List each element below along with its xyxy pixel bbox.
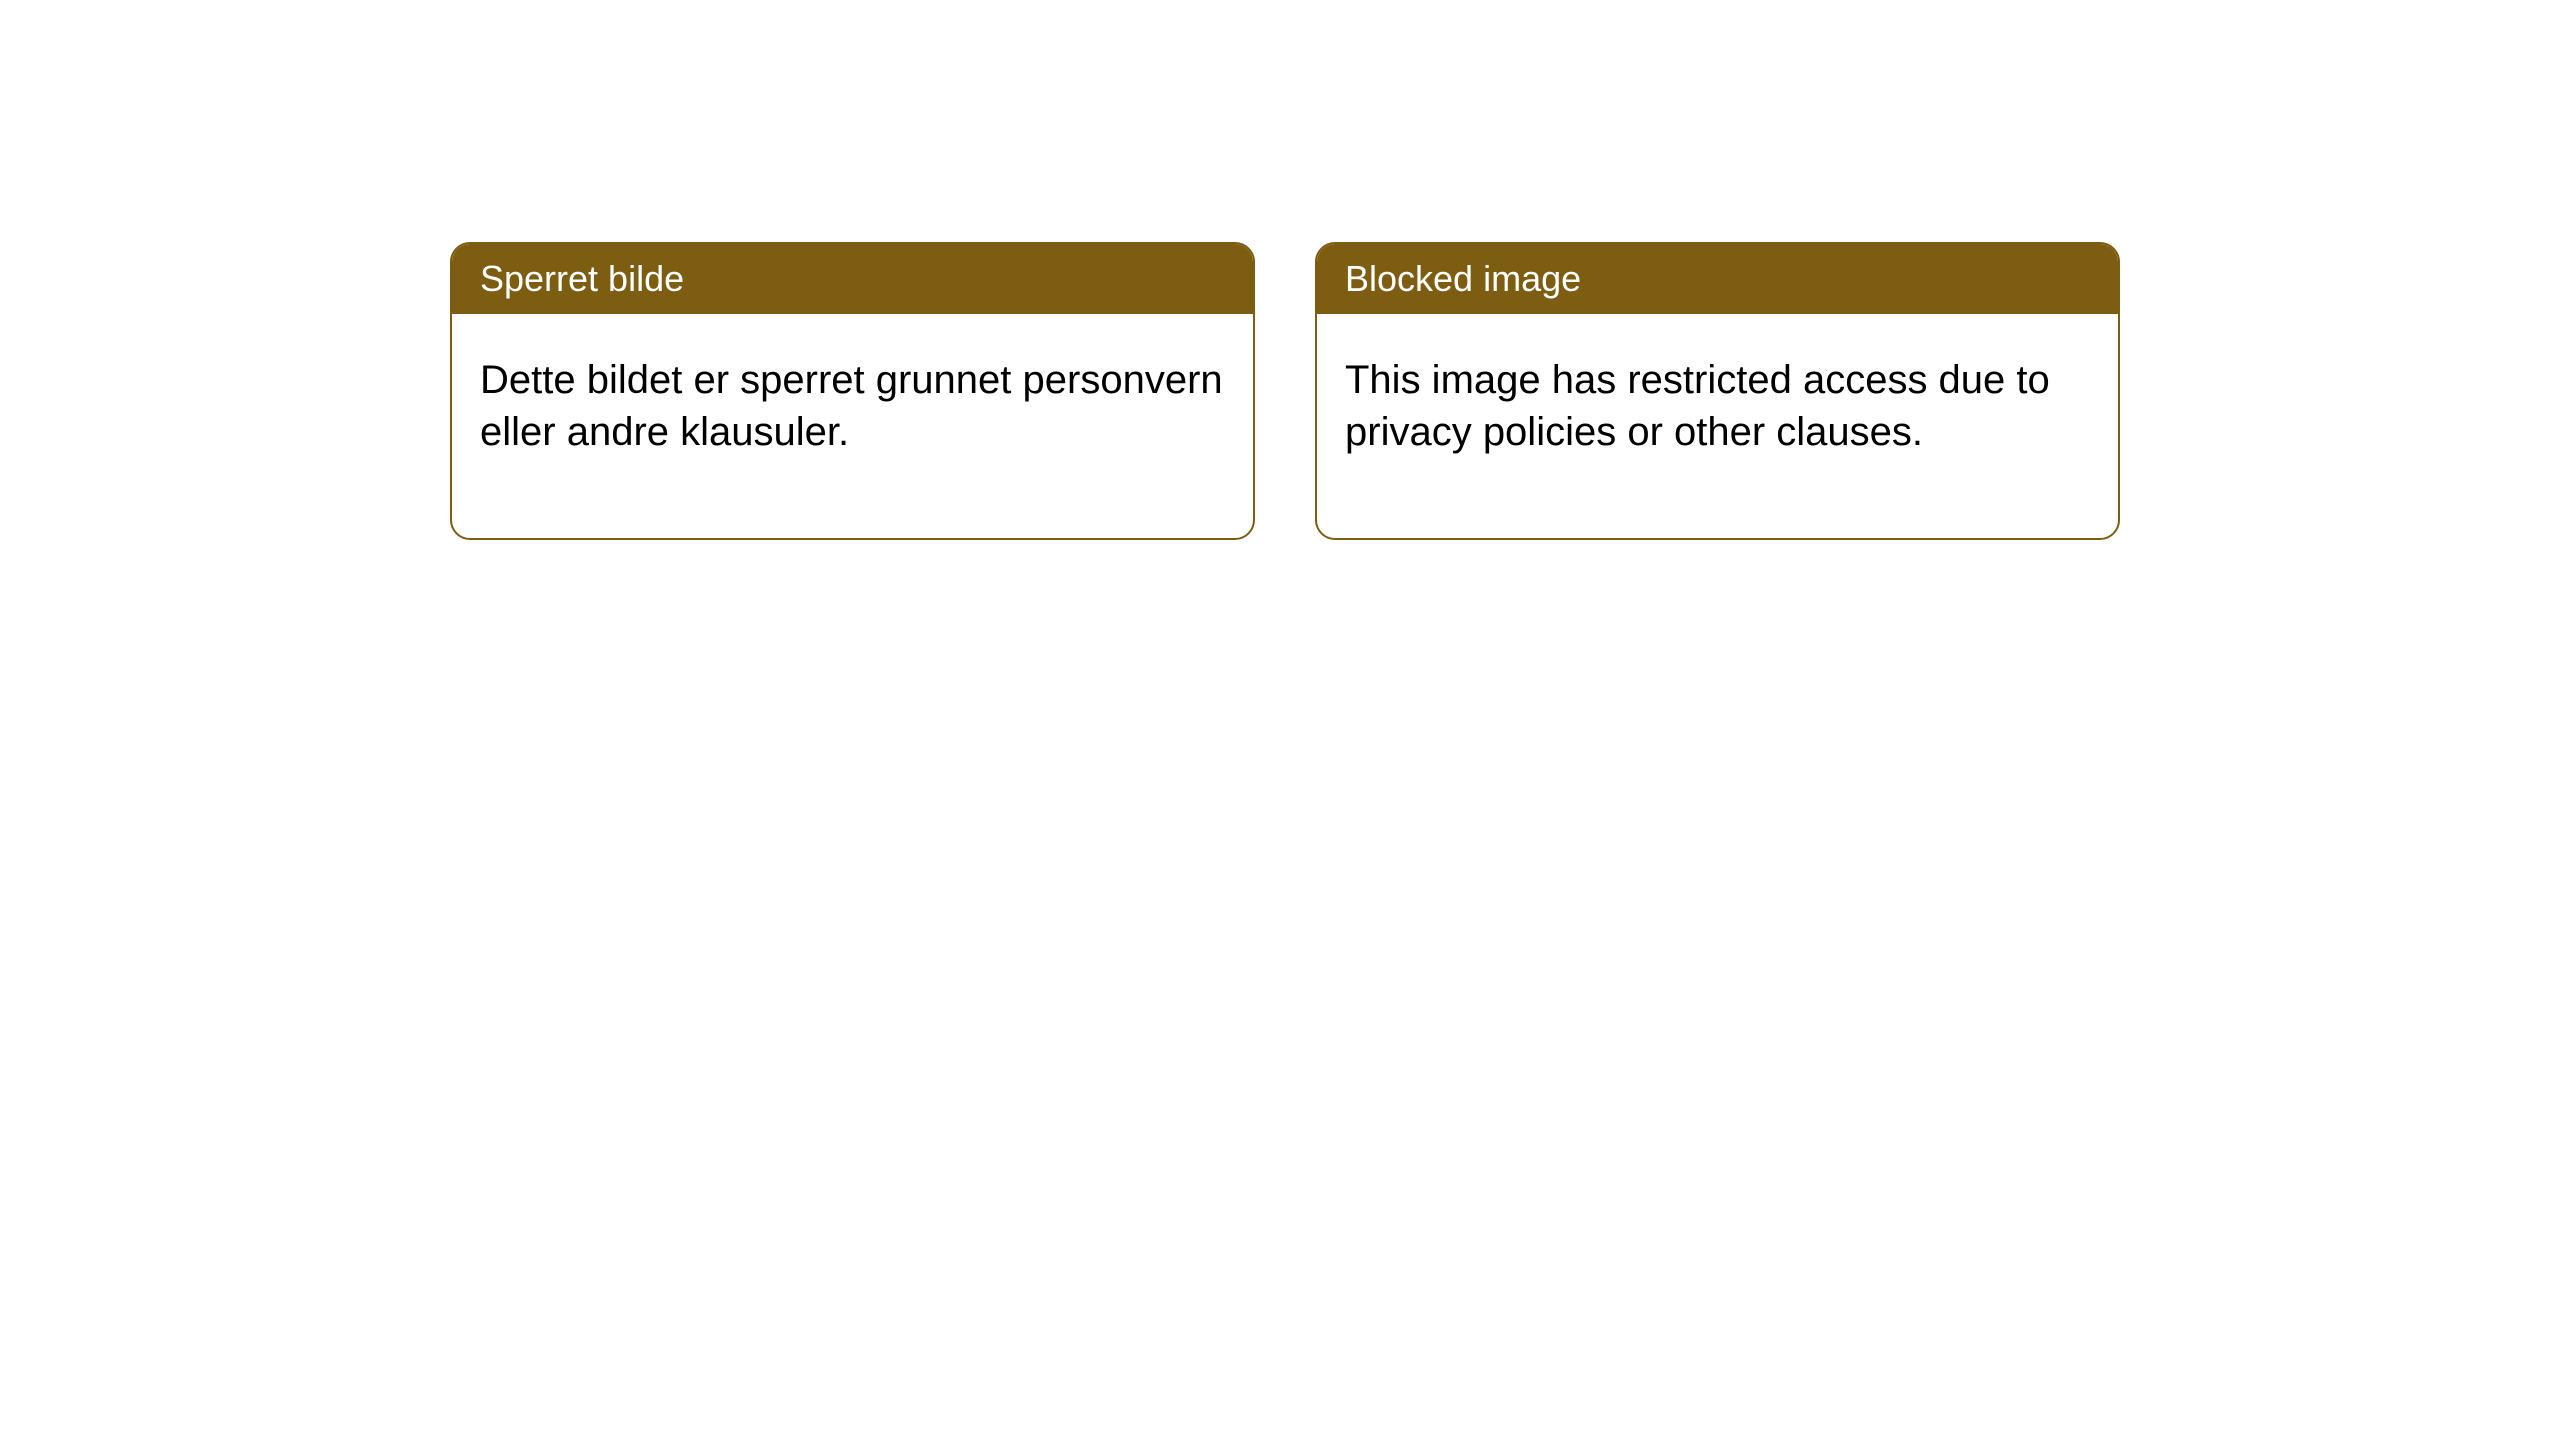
- card-header: Sperret bilde: [452, 244, 1253, 314]
- blocked-image-card-no: Sperret bilde Dette bildet er sperret gr…: [450, 242, 1255, 540]
- card-body: Dette bildet er sperret grunnet personve…: [452, 314, 1253, 538]
- card-header: Blocked image: [1317, 244, 2118, 314]
- card-body: This image has restricted access due to …: [1317, 314, 2118, 538]
- blocked-image-card-en: Blocked image This image has restricted …: [1315, 242, 2120, 540]
- cards-container: Sperret bilde Dette bildet er sperret gr…: [0, 0, 2560, 540]
